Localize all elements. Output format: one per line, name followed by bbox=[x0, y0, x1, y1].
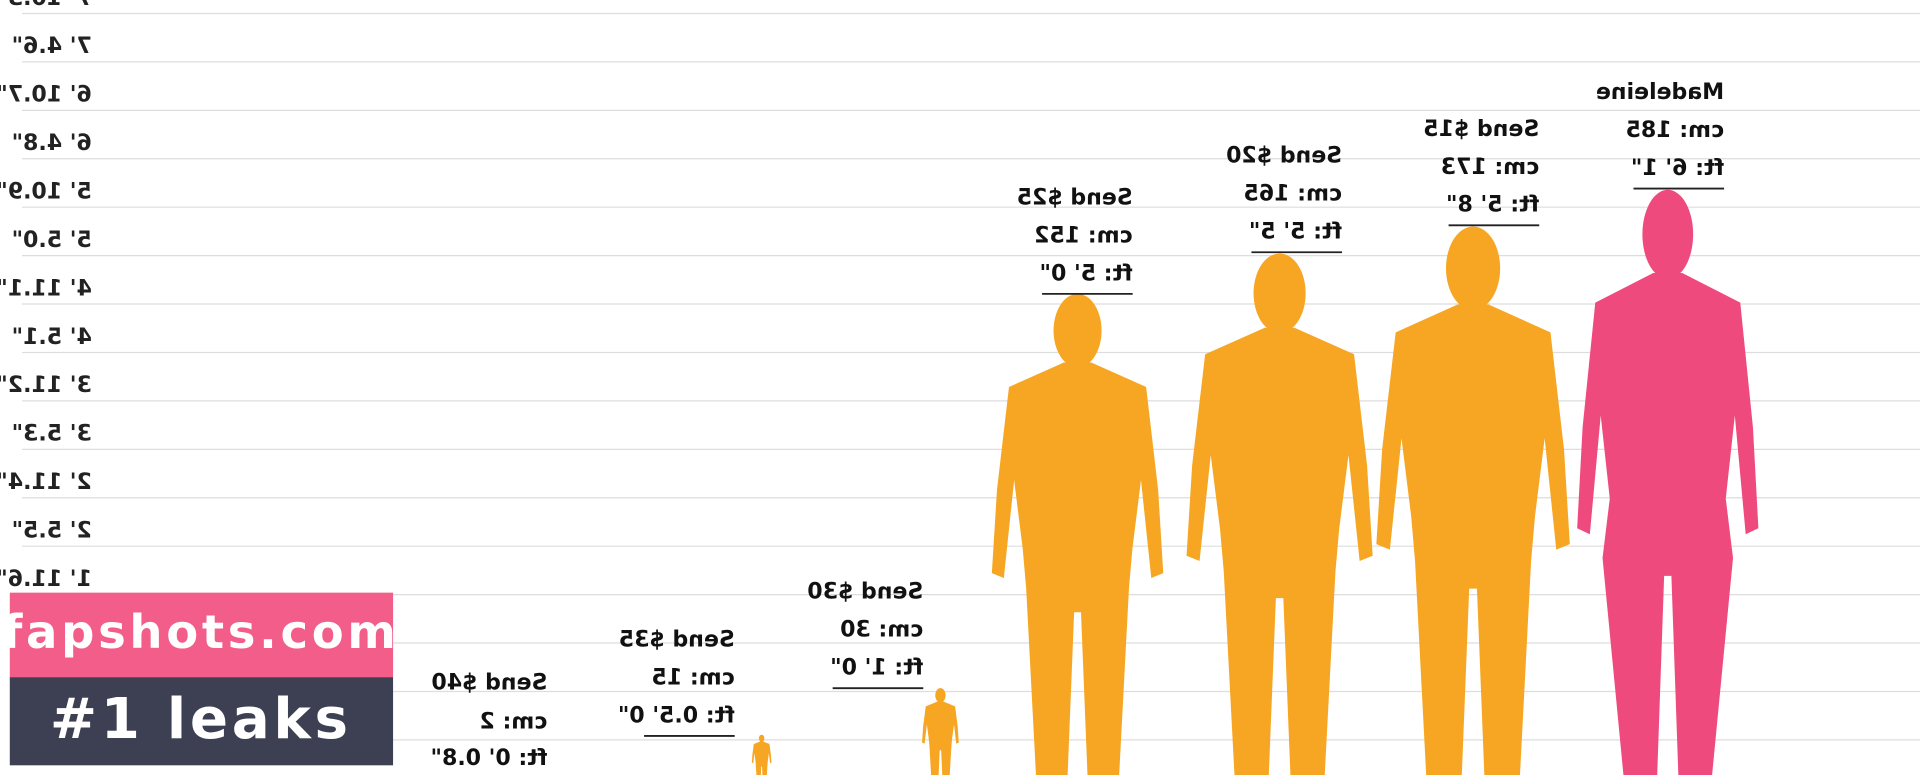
figure-body bbox=[751, 741, 772, 775]
axis-label: 6' 4.8" bbox=[12, 131, 92, 156]
axis-label: 4' 5.1" bbox=[12, 325, 92, 350]
figure-body bbox=[922, 701, 959, 775]
axis-label: 3' 5.3" bbox=[12, 422, 92, 447]
axis-label: 7' 4.6" bbox=[12, 34, 92, 59]
watermark: fapshots.com #1 leaks bbox=[2, 592, 399, 766]
figure-head bbox=[1642, 189, 1694, 279]
figure-head bbox=[758, 734, 765, 743]
axis-label: 5' 10.9" bbox=[0, 179, 92, 204]
figure-label: ft: 0.5' 0" bbox=[618, 703, 735, 728]
watermark-box bbox=[9, 592, 394, 678]
figure-label: ft: 1' 0" bbox=[830, 656, 923, 681]
axis-label: 7' 10.3" bbox=[0, 0, 92, 11]
axis-label: 5' 5.0" bbox=[12, 228, 92, 253]
figure-label: Send $40 bbox=[431, 670, 547, 695]
watermark-box bbox=[9, 677, 394, 766]
figure-label: ft: 5' 8" bbox=[1446, 193, 1539, 218]
figure-head bbox=[1445, 226, 1501, 311]
figure-label: Send $20 bbox=[1226, 144, 1342, 169]
figure-body bbox=[991, 362, 1164, 775]
watermark-tagline: #1 leaks bbox=[50, 687, 352, 752]
figure-label: ft: 5' 5" bbox=[1249, 220, 1342, 245]
figure-head bbox=[1253, 253, 1306, 334]
figure-label: cm: 173 bbox=[1441, 155, 1540, 180]
watermark-site: fapshots.com bbox=[2, 605, 399, 659]
figure-label: cm: 185 bbox=[1626, 118, 1725, 143]
figure-label: cm: 152 bbox=[1034, 223, 1133, 248]
figure-label: ft: 0' 0.8" bbox=[430, 746, 547, 771]
figure-label: cm: 2 bbox=[480, 709, 548, 734]
figure-label: ft: 5' 0" bbox=[1040, 261, 1133, 286]
figure-label: cm: 165 bbox=[1244, 182, 1343, 207]
figure-label: Send $35 bbox=[619, 627, 735, 652]
figure-body bbox=[1577, 272, 1759, 775]
figure-head bbox=[1053, 293, 1102, 368]
figure-body bbox=[1186, 327, 1373, 775]
axis-label: 3' 11.2" bbox=[0, 373, 92, 398]
axis-label: 4' 11.1" bbox=[0, 276, 92, 301]
figure-label: Send $30 bbox=[807, 580, 923, 605]
axis-label: 1' 11.6" bbox=[0, 567, 92, 592]
figure-label: Send $15 bbox=[1423, 117, 1539, 142]
figure-label: cm: 15 bbox=[652, 665, 735, 690]
figure-head bbox=[935, 688, 946, 703]
figure-label: Send $25 bbox=[1017, 185, 1133, 210]
axis-label: 6' 10.7" bbox=[0, 83, 92, 108]
figure-label: ft: 6' 1" bbox=[1631, 156, 1724, 181]
figure-label: Madeleine bbox=[1596, 80, 1724, 105]
figure-body bbox=[1376, 304, 1570, 775]
figure-label: cm: 30 bbox=[840, 618, 923, 643]
axis-label: 2' 11.4" bbox=[0, 470, 92, 495]
axis-label: 2' 5.5" bbox=[12, 518, 92, 543]
